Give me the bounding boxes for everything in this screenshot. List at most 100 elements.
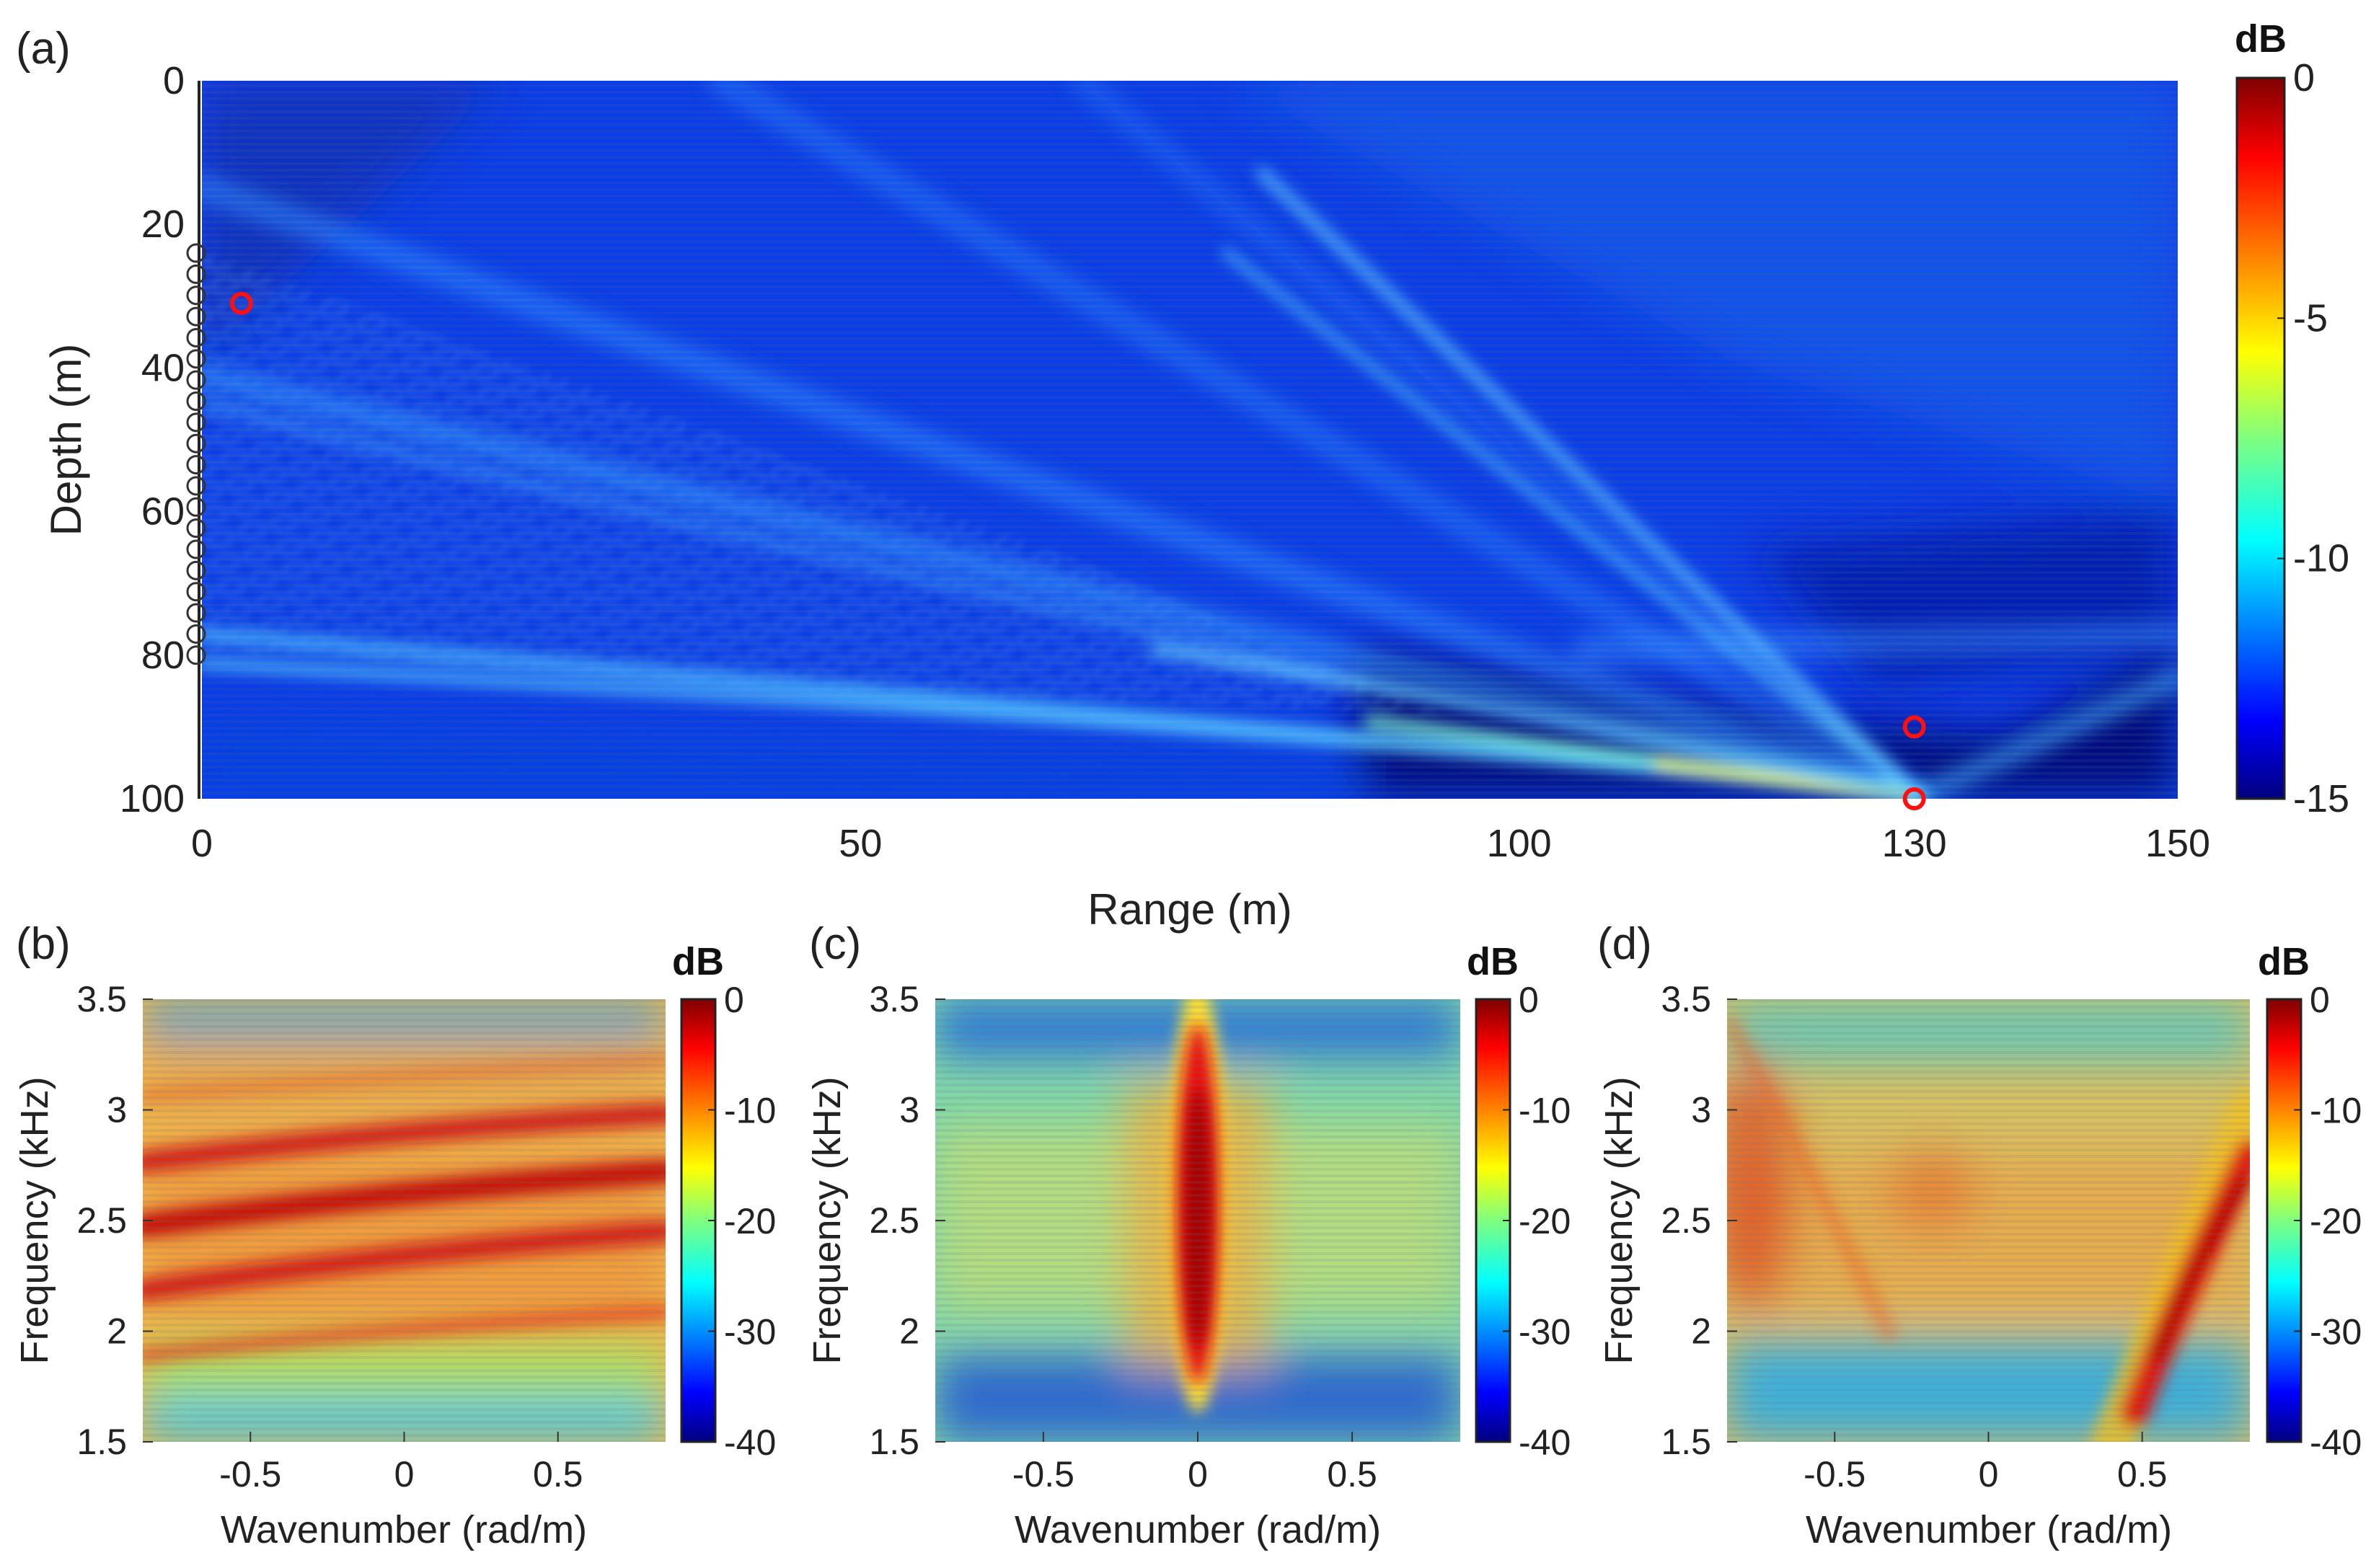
markers-a <box>229 291 1926 810</box>
colorbar-tick-label: -30 <box>2310 1312 2362 1352</box>
y-tick-label: 40 <box>141 346 185 389</box>
x-tick-label: 130 <box>1882 822 1947 865</box>
x-tick-label: -0.5 <box>219 1454 281 1494</box>
panel-label-d: (d) <box>1597 919 1652 969</box>
x-tick-label: -0.5 <box>1803 1454 1866 1494</box>
y-tick-label: 3.5 <box>869 979 919 1019</box>
colorbar-unit-d: dB <box>2258 940 2310 983</box>
y-tick-label: 1.5 <box>869 1422 919 1462</box>
array-element <box>186 603 206 623</box>
array-element <box>186 624 206 644</box>
colorbar-tick-label: -30 <box>724 1312 776 1352</box>
array-element <box>186 327 206 347</box>
colorbar-ticks-b: 0 -10 -20 -30 -40 <box>708 980 776 1463</box>
colorbar-tick-label: -20 <box>1519 1201 1571 1241</box>
colorbar-tick-label: -30 <box>1519 1312 1571 1352</box>
array-element <box>186 370 206 390</box>
y-tick-label: 1.5 <box>76 1422 127 1462</box>
x-tick-label: 100 <box>1487 822 1552 865</box>
panel-label-c: (c) <box>809 919 861 969</box>
x-tick-label: 0 <box>191 822 213 865</box>
y-tick-label: 2 <box>1691 1311 1711 1352</box>
x-tick-label: 0 <box>1188 1454 1208 1494</box>
array-element <box>186 497 206 517</box>
colorbar-ticks-c: 0 -10 -20 -30 -40 <box>1503 980 1571 1463</box>
panel-label-a: (a) <box>16 24 71 74</box>
x-ticks-d: -0.5 0 0.5 <box>1803 1432 2167 1494</box>
colorbar-tick-label: -20 <box>2310 1201 2362 1241</box>
x-ticks-b: -0.5 0 0.5 <box>219 1432 583 1494</box>
array-element <box>186 264 206 284</box>
colorbar-tick-label: -10 <box>724 1091 776 1131</box>
heatmap-d-field <box>1727 999 2250 1442</box>
colorbar-unit-c: dB <box>1467 940 1519 983</box>
array-element <box>186 391 206 412</box>
colorbar-tick-label: -20 <box>724 1201 776 1241</box>
colorbar-unit-a: dB <box>2235 17 2287 61</box>
y-tick-label: 0 <box>163 59 185 102</box>
y-tick-label: 2.5 <box>76 1200 127 1241</box>
y-tick-label: 2 <box>107 1311 127 1352</box>
panel-c: (c) 1.5 2 2.5 3 3.5 -0.5 0 0.5 Wavenumber (rad… <box>805 919 1571 1551</box>
colorbar-unit-b: dB <box>672 940 724 983</box>
x-tick-label: 0.5 <box>533 1454 583 1494</box>
y-ticks-b: 1.5 2 2.5 3 3.5 <box>76 979 153 1462</box>
x-tick-label: -0.5 <box>1012 1454 1074 1494</box>
array-element <box>186 433 206 453</box>
colorbar-ticks-a: 0 -5 -10 -15 <box>2277 56 2349 820</box>
x-tick-label: 50 <box>839 822 882 865</box>
x-tick-label: 150 <box>2145 822 2210 865</box>
x-ticks-c: -0.5 0 0.5 <box>1012 1432 1377 1494</box>
colorbar-tick-label: -10 <box>2293 537 2349 580</box>
y-tick-label: 100 <box>120 777 185 820</box>
x-ticks-a: 0 50 100 130 150 <box>191 822 2210 865</box>
heatmap-a-field <box>202 81 2178 799</box>
array-element <box>186 306 206 327</box>
array-element <box>186 560 206 580</box>
array-element <box>186 476 206 496</box>
panel-a: (a) <box>16 17 2349 934</box>
y-tick-label: 3.5 <box>76 979 127 1019</box>
x-axis-title-b: Wavenumber (rad/m) <box>221 1508 587 1551</box>
colorbar-tick-label: -10 <box>2310 1091 2362 1131</box>
marker-point <box>229 291 253 315</box>
x-axis-title-a: Range (m) <box>1087 885 1292 934</box>
colorbar-tick-label: -40 <box>1519 1422 1571 1463</box>
colorbar-tick-label: -15 <box>2293 777 2349 820</box>
array-element <box>186 645 206 665</box>
y-tick-label: 3 <box>1691 1090 1711 1130</box>
heatmap-b-field <box>143 999 666 1442</box>
y-tick-label: 2.5 <box>869 1200 919 1241</box>
colorbar-tick-label: -40 <box>2310 1422 2362 1463</box>
y-tick-label: 3.5 <box>1661 979 1711 1019</box>
y-tick-label: 3 <box>107 1090 127 1130</box>
array-elements-a <box>186 243 206 665</box>
y-tick-label: 20 <box>141 203 185 246</box>
y-ticks-c: 1.5 2 2.5 3 3.5 <box>869 979 945 1462</box>
y-axis-title-c: Frequency (kHz) <box>805 1076 849 1364</box>
colorbar-a <box>2235 76 2286 800</box>
array-element <box>186 582 206 602</box>
y-axis-title-d: Frequency (kHz) <box>1597 1076 1641 1364</box>
panel-d: (d) 1.5 2 2.5 3 3.5 -0.5 0 0.5 Wavenumber (rad… <box>1597 919 2362 1551</box>
y-ticks-a: 0 20 40 60 80 100 <box>120 59 185 820</box>
y-tick-label: 80 <box>141 634 185 677</box>
y-tick-label: 2.5 <box>1661 1200 1711 1241</box>
array-element <box>186 518 206 539</box>
array-element <box>186 349 206 369</box>
colorbar-tick-label: -10 <box>1519 1091 1571 1131</box>
x-tick-label: 0.5 <box>1327 1454 1377 1494</box>
y-tick-label: 3 <box>899 1090 919 1130</box>
marker-point <box>1902 715 1926 739</box>
array-element <box>186 243 206 263</box>
colorbar-tick-label: 0 <box>724 980 744 1020</box>
heatmap-c-field <box>935 999 1460 1442</box>
colorbar-tick-label: 0 <box>2293 56 2315 99</box>
y-tick-label: 2 <box>899 1311 919 1352</box>
x-axis-title-d: Wavenumber (rad/m) <box>1806 1508 2172 1551</box>
array-element <box>186 285 206 306</box>
y-axis-title-a: Depth (m) <box>42 344 90 536</box>
x-tick-label: 0 <box>1979 1454 1999 1494</box>
y-tick-label: 60 <box>141 490 185 533</box>
